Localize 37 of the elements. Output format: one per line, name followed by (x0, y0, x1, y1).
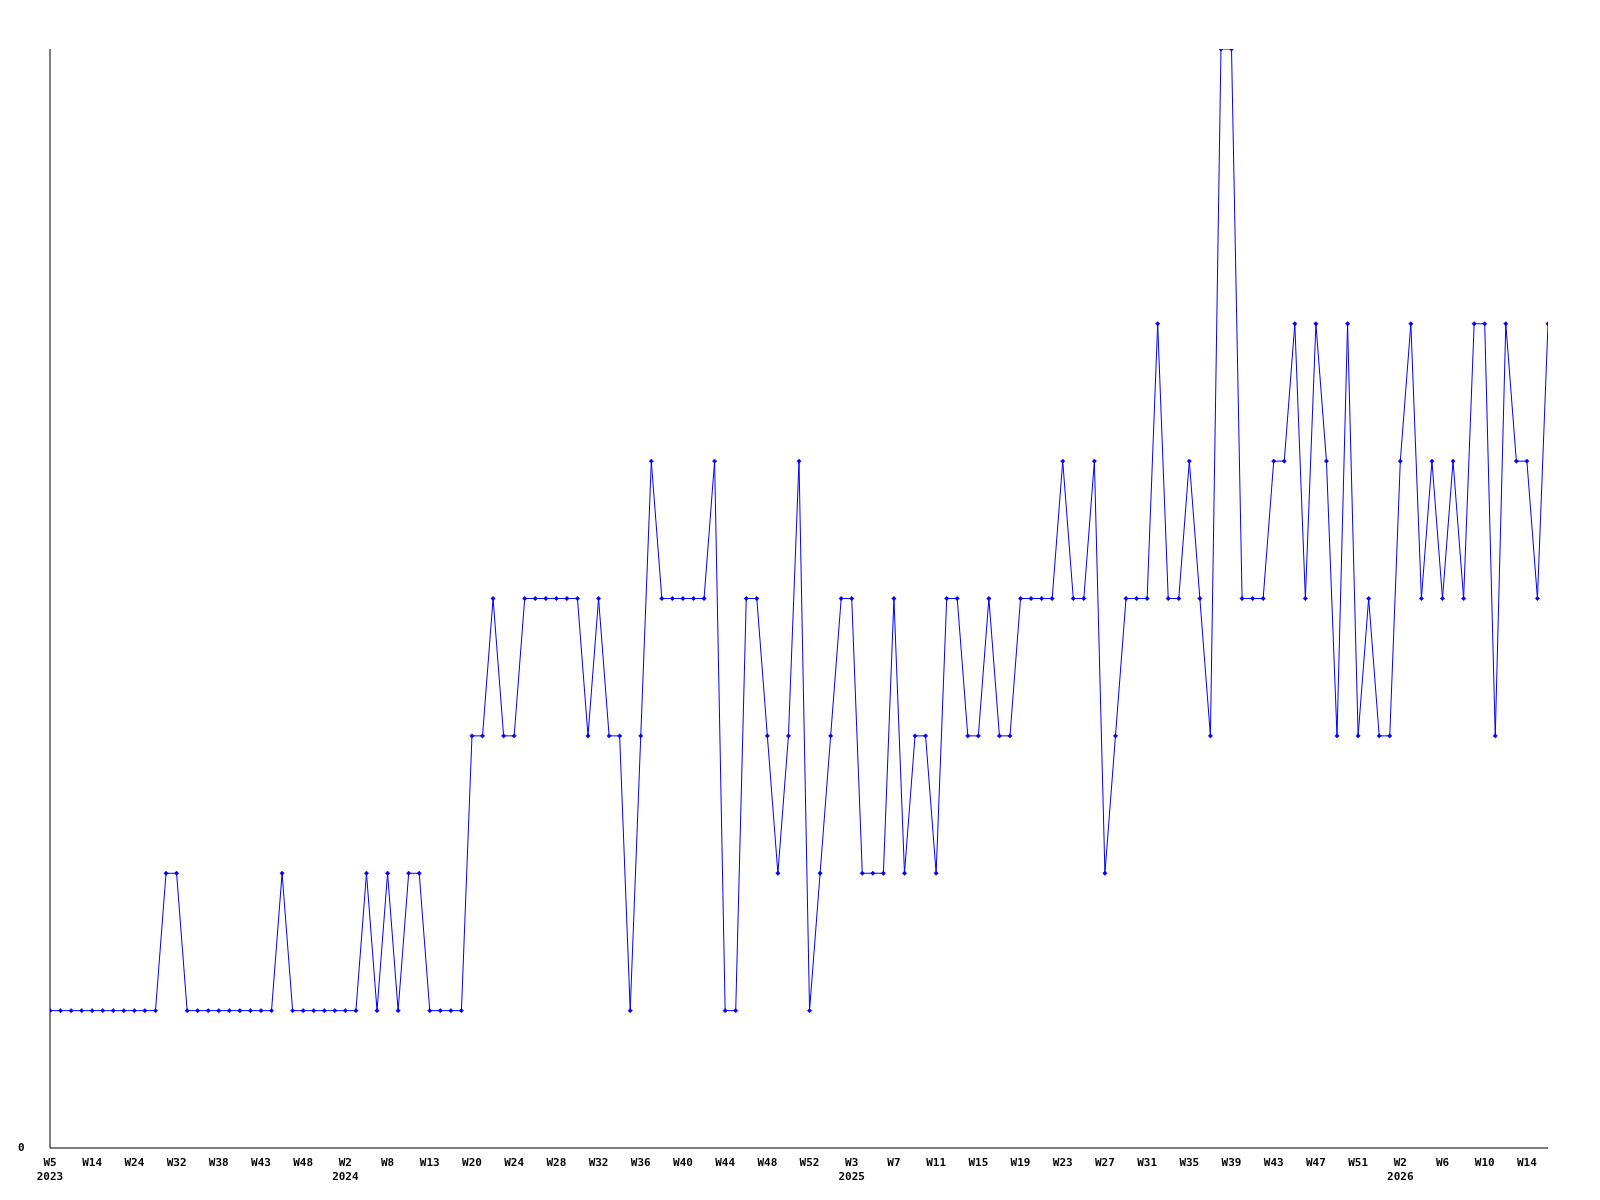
x-tick-label: W39 (1221, 1156, 1242, 1169)
x-tick-label: W38 (208, 1156, 229, 1169)
x-tick-label: W7 (887, 1156, 901, 1169)
x-tick-label: W43 (1263, 1156, 1284, 1169)
x-tick-label: W44 (715, 1156, 736, 1169)
x-tick-label: W32 (588, 1156, 609, 1169)
text: 0 (18, 1141, 25, 1154)
x-tick-label: W31 (1137, 1156, 1158, 1169)
x-tick-label: W52 (799, 1156, 820, 1169)
x-tick-label: W10 (1474, 1156, 1495, 1169)
x-tick-label: W11 (926, 1156, 947, 1169)
x-tick-label: W2 2026 (1387, 1156, 1414, 1183)
x-tick-label: W14 (1516, 1156, 1538, 1169)
x-tick-label: W51 (1348, 1156, 1369, 1169)
x-tick-label: W23 (1052, 1156, 1073, 1169)
x-tick-label: W3 2025 (838, 1156, 865, 1183)
x-tick-label: W24 (504, 1156, 525, 1169)
x-tick-label: W43 (251, 1156, 271, 1169)
x-tick-label: W40 (673, 1156, 693, 1169)
x-tick-label: W47 (1305, 1156, 1326, 1169)
x-tick-label: W48 (757, 1156, 778, 1169)
x-tick-label: W28 (546, 1156, 567, 1169)
x-tick-label: W13 (419, 1156, 440, 1169)
x-tick-label: W20 (462, 1156, 482, 1169)
x-tick-label: W35 (1179, 1156, 1200, 1169)
x-tick-label: W6 (1435, 1156, 1450, 1169)
x-tick-label: W15 (968, 1156, 989, 1169)
x-tick-label: W36 (630, 1156, 652, 1169)
x-tick-label: W5 2023 (36, 1156, 64, 1183)
x-tick-label: W8 (380, 1156, 395, 1169)
x-tick-label: W27 (1094, 1156, 1115, 1169)
x-tick-label: W14 (82, 1156, 103, 1169)
x-tick-label: W24 (124, 1156, 145, 1169)
x-tick-label: W32 (166, 1156, 187, 1169)
x-tick-label: W48 (293, 1156, 314, 1169)
x-tick-label: W2 2024 (332, 1156, 359, 1183)
x-tick-label: W19 (1010, 1156, 1031, 1169)
